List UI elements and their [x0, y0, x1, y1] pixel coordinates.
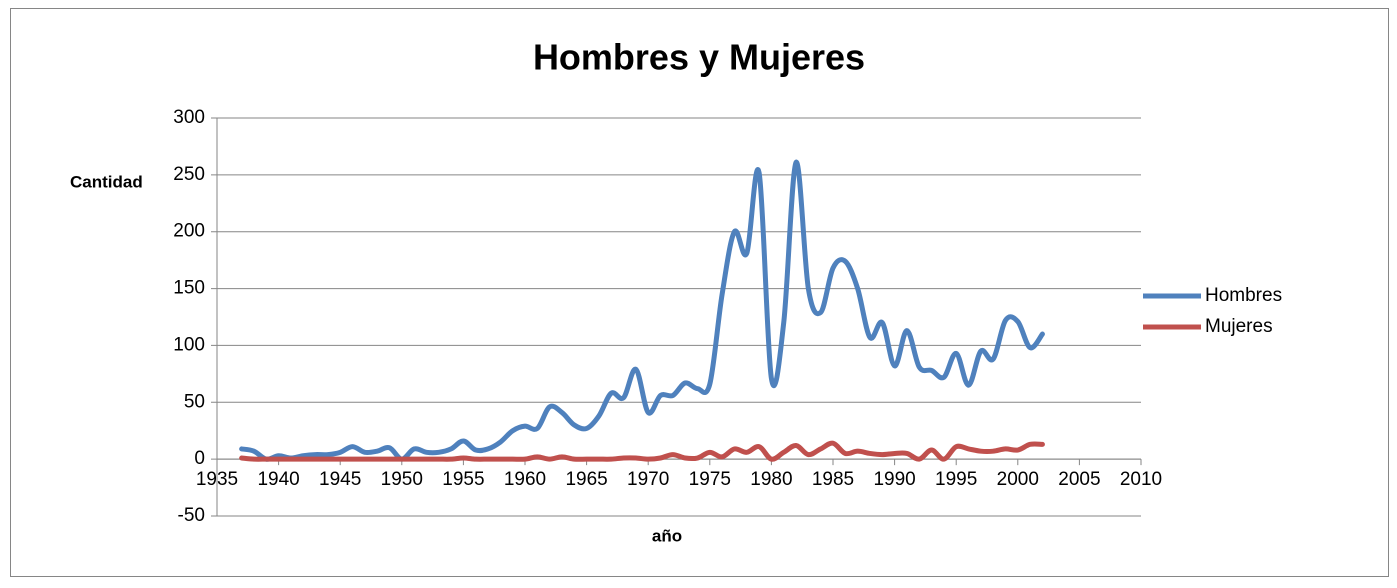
- y-tick-label: 150: [173, 278, 205, 299]
- x-tick-label: 1945: [319, 469, 361, 490]
- x-tick-label: 1995: [935, 469, 977, 490]
- x-axis-label: año: [652, 526, 682, 545]
- x-tick-label: 2010: [1120, 469, 1162, 490]
- x-tick-label: 1960: [504, 469, 546, 490]
- legend-label: Mujeres: [1205, 316, 1273, 337]
- y-tick-label: 100: [173, 334, 205, 355]
- x-tick-label: 1935: [196, 469, 238, 490]
- y-tick-label: 300: [173, 107, 205, 128]
- y-tick-label: 50: [184, 391, 205, 412]
- x-tick-label: 1940: [257, 469, 299, 490]
- x-tick-label: 1950: [381, 469, 423, 490]
- y-axis-label: Cantidad: [70, 172, 143, 191]
- x-tick-label: 1975: [689, 469, 731, 490]
- series-line: [239, 440, 1045, 462]
- x-tick-label: 1955: [442, 469, 484, 490]
- y-tick-label: 200: [173, 221, 205, 242]
- chart-border: [10, 8, 1389, 577]
- x-tick-label: 1970: [627, 469, 669, 490]
- series-line: [239, 159, 1045, 462]
- y-tick-label: 0: [194, 448, 205, 469]
- x-tick-label: 2000: [997, 469, 1039, 490]
- y-tick-label: 250: [173, 164, 205, 185]
- x-tick-label: 1985: [812, 469, 854, 490]
- chart-title: Hombres y Mujeres: [533, 37, 865, 78]
- x-tick-label: 1980: [750, 469, 792, 490]
- x-tick-label: 1965: [565, 469, 607, 490]
- legend-label: Hombres: [1205, 285, 1282, 306]
- y-tick-label: -50: [178, 505, 205, 526]
- x-tick-label: 1990: [873, 469, 915, 490]
- x-tick-label: 2005: [1058, 469, 1100, 490]
